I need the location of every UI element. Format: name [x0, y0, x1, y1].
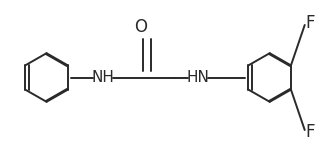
Text: HN: HN	[186, 70, 209, 85]
Text: F: F	[306, 14, 315, 32]
Text: O: O	[134, 18, 147, 36]
Text: F: F	[306, 123, 315, 141]
Text: NH: NH	[91, 70, 114, 85]
